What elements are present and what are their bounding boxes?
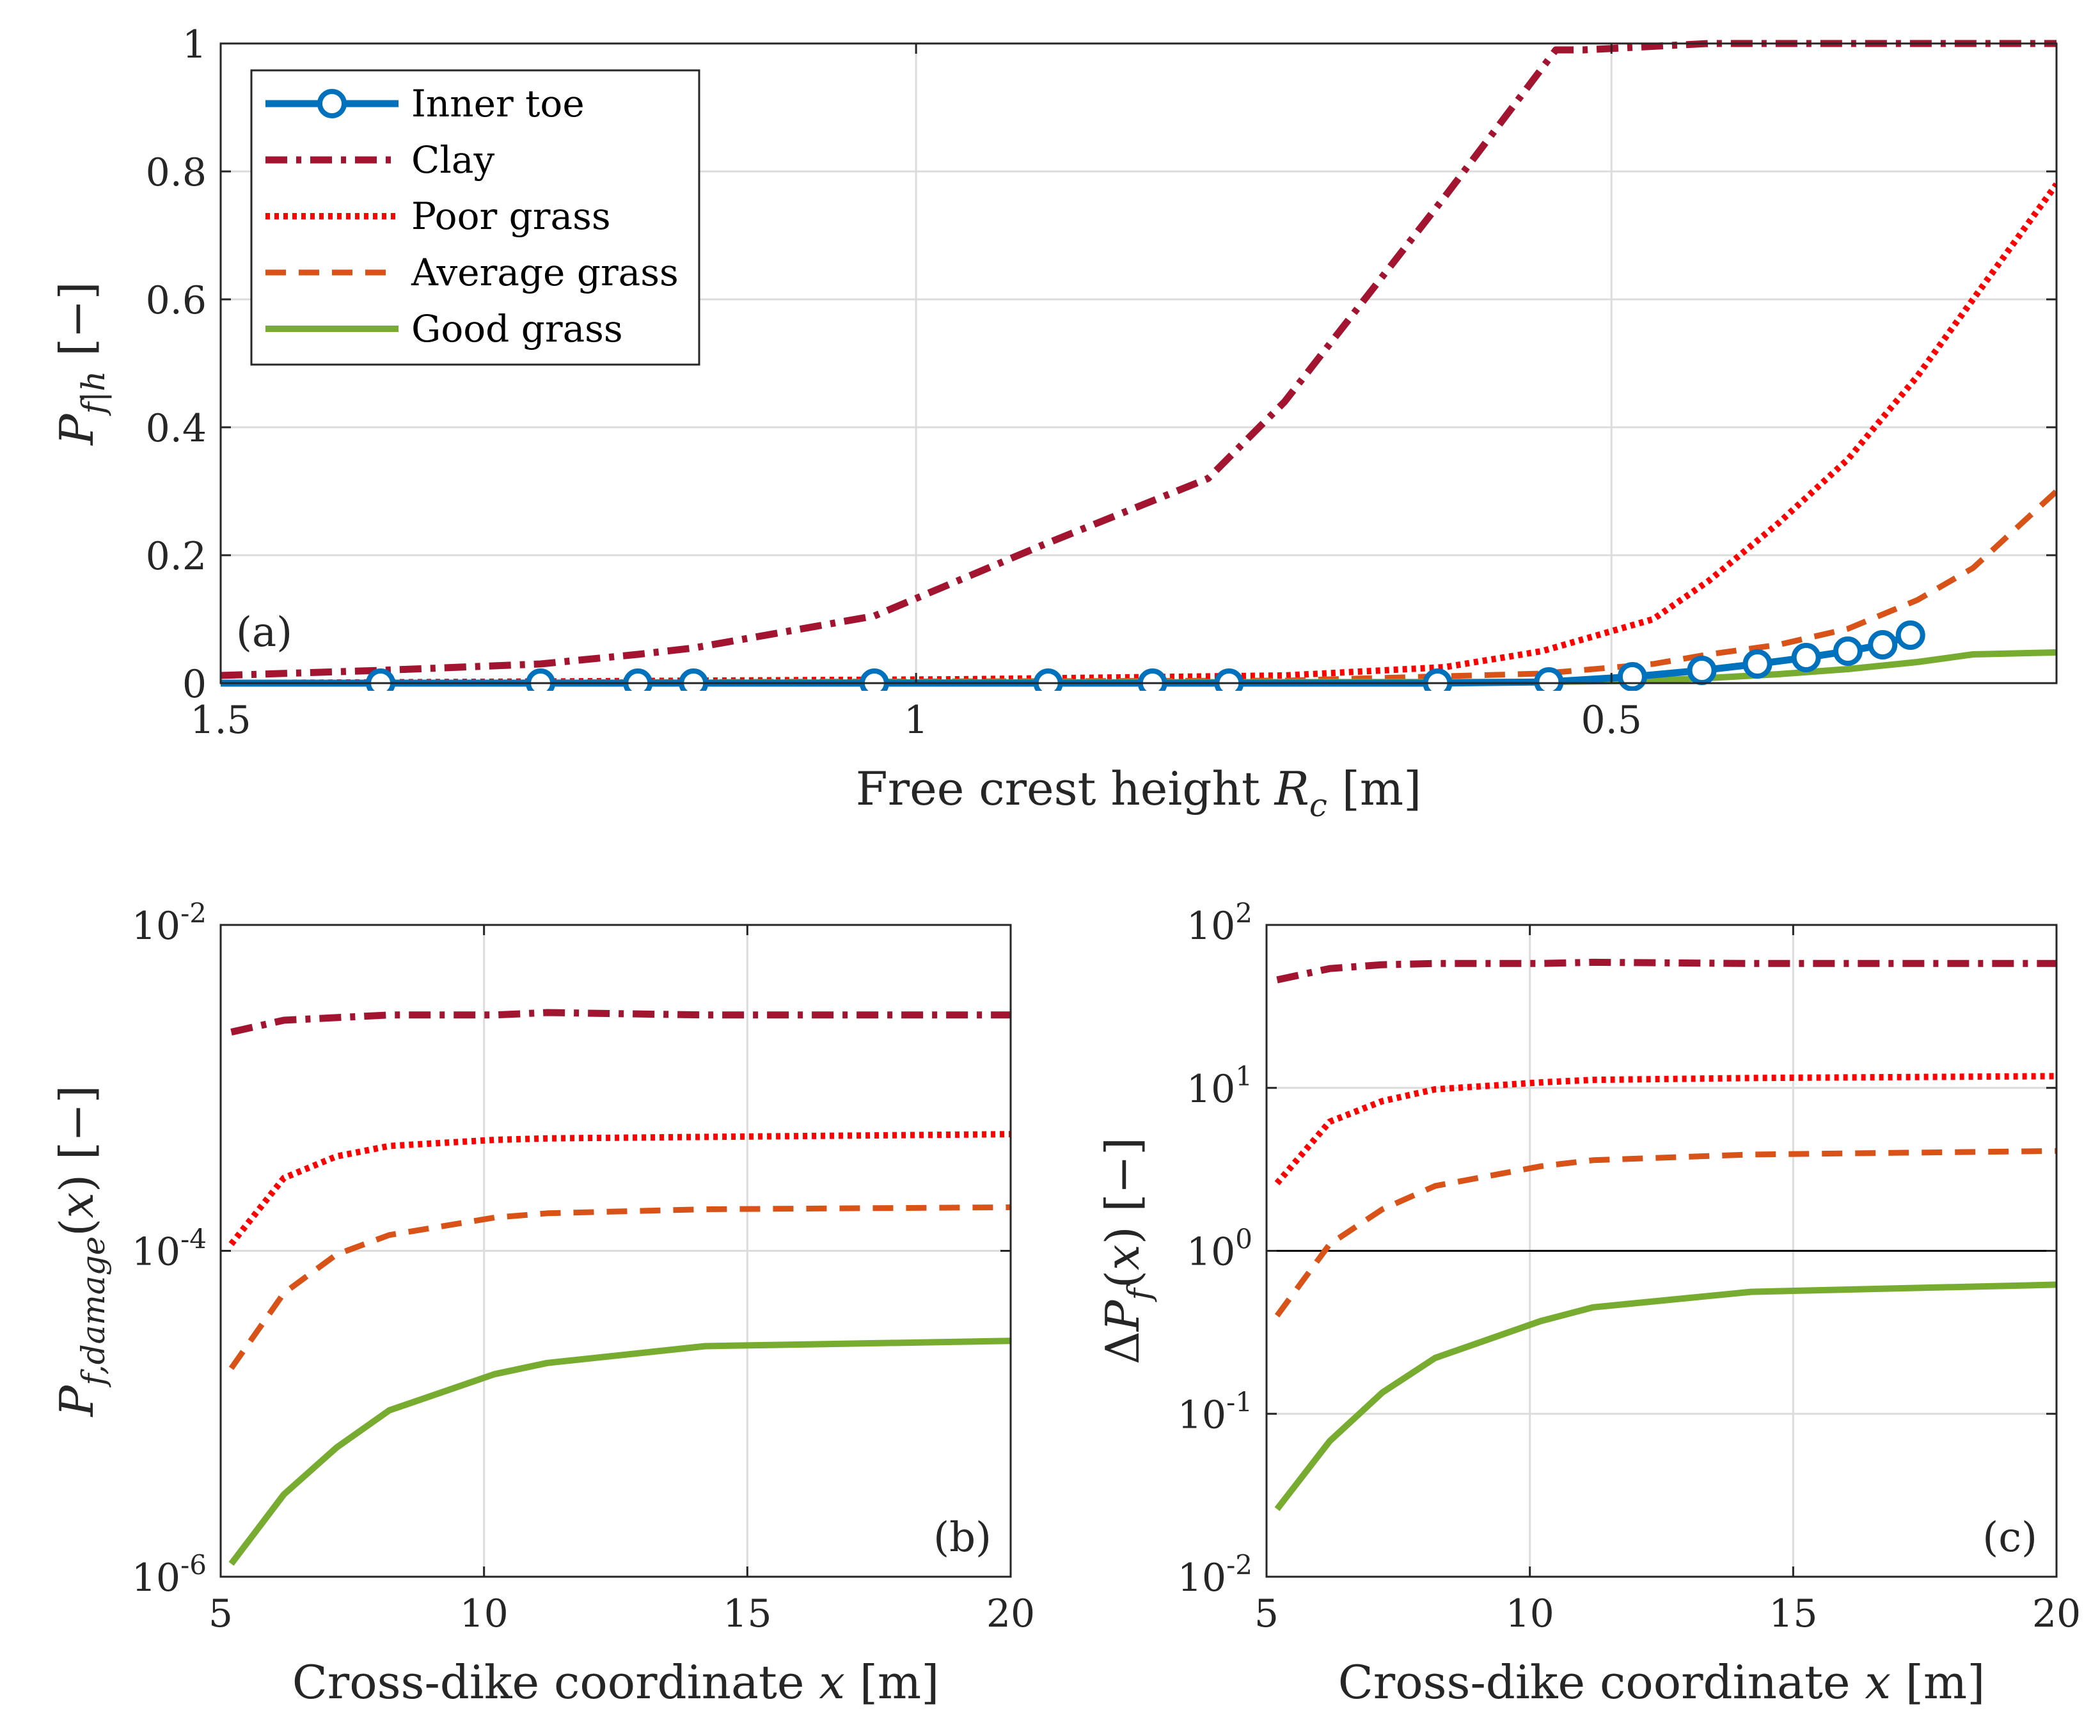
marker-inner-toe (1895, 620, 1925, 650)
panel-label: (a) (236, 609, 292, 656)
x-tick-label: 10 (459, 1591, 508, 1636)
y-tick-label: 0.4 (146, 406, 207, 451)
y-tick-label: 1 (182, 22, 207, 67)
x-tick-label: 15 (1769, 1591, 1817, 1636)
series-average-grass (1274, 1148, 2057, 1318)
legend: Inner toe Clay Poor grass Average grass Good… (250, 69, 700, 366)
legend-label: Good grass (411, 307, 623, 351)
panel-label: (c) (1982, 1514, 2037, 1561)
y-tick-label: 10-2 (1178, 1549, 1252, 1600)
marker-inner-toe (1742, 649, 1772, 679)
marker-inner-toe (1534, 667, 1564, 691)
x-tick-label: 5 (1254, 1591, 1279, 1636)
x-tick-label: 1.5 (190, 698, 251, 743)
series-clay (221, 40, 2057, 679)
panel-label: (b) (933, 1514, 991, 1561)
y-axis-label: Pf|h​ [−] (50, 281, 112, 446)
panel-a: 1.5 1 0.5 0 0.2 0.4 0.6 0.8 1 (a) Free crest heigh… (50, 22, 2058, 824)
y-tick-label: 101 (1187, 1061, 1252, 1112)
x-tick-label: 1 (904, 698, 928, 743)
y-tick-label: 0.2 (146, 534, 207, 579)
x-tick-label: 5 (209, 1591, 233, 1636)
series-poor-grass (228, 1131, 1011, 1247)
panel-b: 5 10 15 20 10-6 10-4 10-2 (b) Cross-dike coordin… (50, 897, 1035, 1709)
y-tick-label: 10-1 (1178, 1386, 1252, 1437)
legend-box (250, 69, 700, 366)
series-good-grass (228, 1338, 1011, 1566)
series-group (228, 1009, 1011, 1566)
y-tick-label: 10-4 (132, 1224, 207, 1275)
x-tick-label: 20 (2032, 1591, 2081, 1636)
y-axis-label: ΔPf​(x) [−] (1096, 1137, 1158, 1364)
x-tick-label: 0.5 (1581, 698, 1642, 743)
legend-label: Clay (411, 138, 495, 182)
y-tick-label: 10-6 (132, 1549, 207, 1600)
y-tick-label: 0.6 (146, 278, 207, 323)
x-tick-label: 15 (723, 1591, 771, 1636)
series-group (1274, 958, 2057, 1511)
series-good-grass (1274, 1281, 2057, 1511)
y-tick-label: 10-2 (132, 897, 207, 949)
series-average-grass (221, 489, 2057, 686)
legend-label: Average grass (411, 251, 679, 294)
y-tick-label: 100 (1187, 1224, 1252, 1275)
marker-inner-toe (1868, 630, 1898, 659)
legend-marker (317, 89, 347, 118)
x-tick-label: 20 (986, 1591, 1035, 1636)
panel-c: 5 10 15 20 10-2 10-1 100 101 102 (c) Cross-dike co… (1096, 897, 2081, 1709)
series-poor-grass (1274, 1073, 2057, 1186)
legend-label: Inner toe (411, 82, 585, 125)
marker-inner-toe (1791, 643, 1821, 672)
series-average-grass (228, 1204, 1011, 1370)
x-axis-label: Free crest height Rc​ [m] (856, 762, 1421, 824)
marker-inner-toe (1833, 636, 1863, 666)
y-axis-label: Pf,damage​(x) [−] (50, 1085, 112, 1418)
series-clay (230, 1009, 1011, 1036)
series-clay (1276, 958, 2057, 984)
y-tick-label: 0 (182, 662, 207, 707)
grid (221, 43, 2057, 683)
x-tick-label: 10 (1505, 1591, 1554, 1636)
x-axis-label: Cross-dike coordinate x [m] (1338, 1655, 1986, 1709)
y-tick-label: 0.8 (146, 150, 207, 195)
series-poor-grass (221, 182, 2057, 686)
axes-frame (219, 42, 2058, 684)
marker-inner-toe (1687, 656, 1717, 685)
x-axis-label: Cross-dike coordinate x [m] (292, 1655, 940, 1709)
legend-label: Poor grass (411, 194, 611, 238)
y-tick-label: 102 (1187, 897, 1252, 949)
marker-inner-toe (1617, 662, 1647, 691)
